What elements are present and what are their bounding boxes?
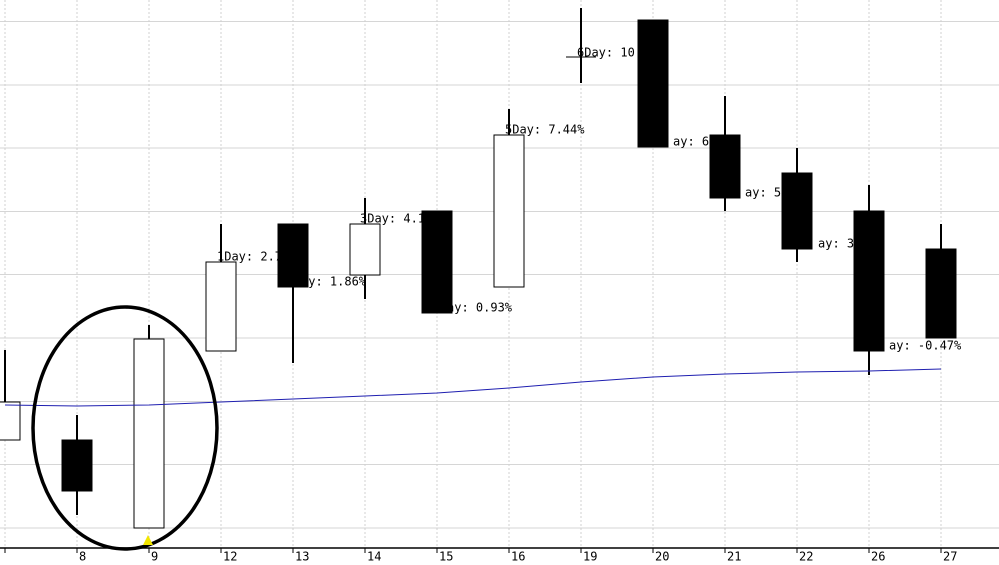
annotation: 5Day: 7.44% bbox=[505, 123, 585, 137]
candle-body bbox=[925, 248, 957, 339]
candles bbox=[0, 8, 957, 529]
x-tick-label: 20 bbox=[655, 550, 669, 564]
candle-body bbox=[205, 261, 237, 352]
highlight-ellipse bbox=[31, 305, 219, 551]
moving-average-line bbox=[4, 368, 942, 407]
candle-body bbox=[853, 210, 885, 352]
annotation: 1Day: 2.7 bbox=[217, 250, 282, 264]
candle-body bbox=[637, 19, 669, 148]
signal-marker bbox=[143, 535, 153, 545]
candle-body bbox=[61, 439, 93, 492]
x-tick-label: 21 bbox=[727, 550, 741, 564]
x-tick-label: 27 bbox=[943, 550, 957, 564]
x-tick-label: 26 bbox=[871, 550, 885, 564]
candle-body bbox=[709, 134, 741, 199]
candle-body bbox=[277, 223, 309, 288]
annotations: 1Day: 2.7 ay: 1.86% 3Day: 4.1 ay: 0.93% 5Day… bbox=[217, 46, 962, 353]
x-tick-label: 14 bbox=[367, 550, 381, 564]
x-tick-label: 22 bbox=[799, 550, 813, 564]
candle-body bbox=[133, 338, 165, 529]
x-tick-label: 13 bbox=[295, 550, 309, 564]
x-tick-label: 19 bbox=[583, 550, 597, 564]
annotation: 6Day: 10.2 bbox=[577, 46, 649, 60]
x-axis-labels: 8 9 12 13 14 15 16 19 20 21 22 26 27 bbox=[4, 548, 957, 564]
x-tick-label: 8 bbox=[79, 550, 86, 564]
candle-body bbox=[781, 172, 813, 250]
candle-body bbox=[421, 210, 453, 314]
candle-body bbox=[349, 223, 381, 276]
x-tick-label: 15 bbox=[439, 550, 453, 564]
annotation: 3Day: 4.1 bbox=[360, 212, 425, 226]
x-tick-label: 9 bbox=[151, 550, 158, 564]
annotation: ay: 1.86% bbox=[301, 275, 367, 289]
x-tick-label: 16 bbox=[511, 550, 525, 564]
annotation: ay: 0.93% bbox=[447, 301, 513, 315]
candle-body bbox=[493, 134, 525, 288]
x-tick-label: 12 bbox=[223, 550, 237, 564]
annotation: ay: -0.47% bbox=[889, 339, 962, 353]
candle-body bbox=[0, 401, 21, 441]
